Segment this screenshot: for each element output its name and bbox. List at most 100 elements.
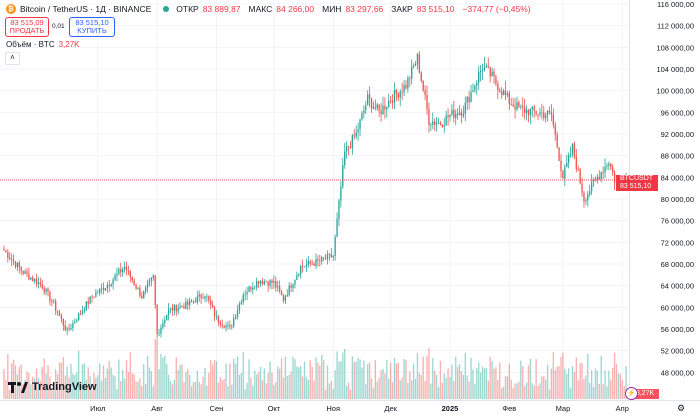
volume-bar [380, 370, 382, 399]
sell-button[interactable]: 83 515,09 ПРОДАТЬ [5, 17, 49, 37]
volume-bar [625, 366, 627, 399]
candle-body [198, 294, 200, 297]
volume-bar [554, 369, 556, 399]
price-tick-label: 68 000,00 [661, 260, 694, 269]
volume-bar [520, 360, 522, 399]
volume-bar [506, 376, 509, 399]
tradingview-logo[interactable]: TradingView [8, 381, 97, 393]
volume-bar [353, 361, 355, 399]
candle-body [254, 287, 256, 289]
candle-body [85, 301, 87, 311]
volume-bar [234, 363, 237, 399]
candle-body [156, 304, 158, 335]
candle-body [606, 165, 608, 167]
volume-bar [592, 386, 595, 399]
volume-bar [428, 347, 430, 399]
price-tick-label: 104 000,00 [656, 65, 694, 74]
volume-bar [127, 371, 130, 399]
volume-bar [118, 359, 120, 399]
volume-bar [575, 357, 577, 399]
candle-body [70, 328, 72, 330]
volume-bar [556, 366, 558, 399]
volume-bar [581, 362, 583, 399]
volume-bar [464, 352, 466, 399]
volume-bar [300, 366, 302, 399]
flash-icon[interactable]: ⚡ [625, 387, 638, 400]
candle-body [93, 296, 95, 298]
candle-body [298, 274, 300, 276]
candle-body [566, 162, 568, 168]
volume-bar [33, 378, 36, 399]
volume-bar [418, 373, 421, 399]
volume-bar [372, 387, 375, 399]
candle-body [569, 154, 572, 156]
candle-body [399, 91, 401, 98]
volume-bar [158, 369, 160, 399]
volume-bar [223, 378, 225, 399]
volume-bar [621, 379, 623, 399]
volume-bar [250, 377, 252, 399]
volume-bar [192, 381, 195, 399]
buy-button[interactable]: 83 515,10 КУПИТЬ [69, 17, 115, 37]
candle-body [3, 248, 5, 251]
volume-bar [252, 385, 254, 399]
candle-body [102, 287, 105, 291]
candle-body [20, 267, 22, 271]
candle-body [171, 307, 174, 311]
volume-bar [269, 361, 271, 399]
candle-body [403, 85, 405, 93]
candle-body [552, 114, 555, 126]
volume-bar [108, 360, 110, 399]
candle-body [250, 286, 252, 290]
volume-bar [208, 372, 210, 399]
candle-body [183, 306, 185, 309]
volume-bar [166, 363, 168, 399]
candle-body [122, 269, 124, 273]
candle-body [587, 194, 589, 201]
candle-body [208, 296, 210, 301]
volume-bar [386, 359, 388, 399]
volume-bar [135, 381, 137, 399]
volume-bar [30, 384, 32, 399]
volume-bar [345, 385, 348, 399]
last-price-label: BTCUSDT 83 515,10 15:01:44 [616, 174, 658, 198]
volume-bar [217, 382, 220, 399]
candle-body [455, 113, 457, 119]
volume-bar [407, 382, 409, 399]
gear-icon[interactable]: ⚙ [676, 403, 686, 413]
candle-body [280, 291, 283, 295]
volume-bar [148, 367, 151, 399]
chevron-up-icon[interactable]: ˄ [5, 52, 20, 65]
candle-body [434, 121, 436, 125]
candle-body [231, 326, 233, 328]
sell-label: ПРОДАТЬ [9, 26, 45, 35]
volume-bar [405, 359, 407, 399]
volume-bar [535, 359, 537, 399]
time-tick-label: Ноя [326, 404, 340, 413]
volume-bar [590, 370, 593, 399]
volume-bar [16, 374, 19, 399]
volume-bar [202, 376, 204, 399]
candle-body [437, 122, 440, 124]
candle-body [28, 273, 30, 280]
volume-bar [284, 356, 287, 399]
volume-bar [313, 380, 315, 399]
volume-bar [600, 355, 602, 399]
symbol-title[interactable]: Bitcoin / TetherUS · 1Д · BINANCE [20, 4, 152, 14]
candle-body [76, 320, 78, 323]
volume-bar [204, 367, 206, 399]
tradingview-mark-icon [8, 381, 28, 393]
price-tick-label: 48 000,00 [661, 368, 694, 377]
buy-label: КУПИТЬ [77, 26, 107, 35]
candle-body [585, 200, 587, 202]
candle-body [95, 292, 97, 297]
volume-bar [179, 364, 181, 399]
candle-body [83, 310, 86, 312]
volume-bar [93, 372, 95, 399]
volume-bar [183, 382, 185, 399]
candle-body [125, 266, 128, 271]
volume-bar [3, 369, 5, 399]
candle-body [543, 112, 545, 118]
candle-body [560, 160, 562, 171]
